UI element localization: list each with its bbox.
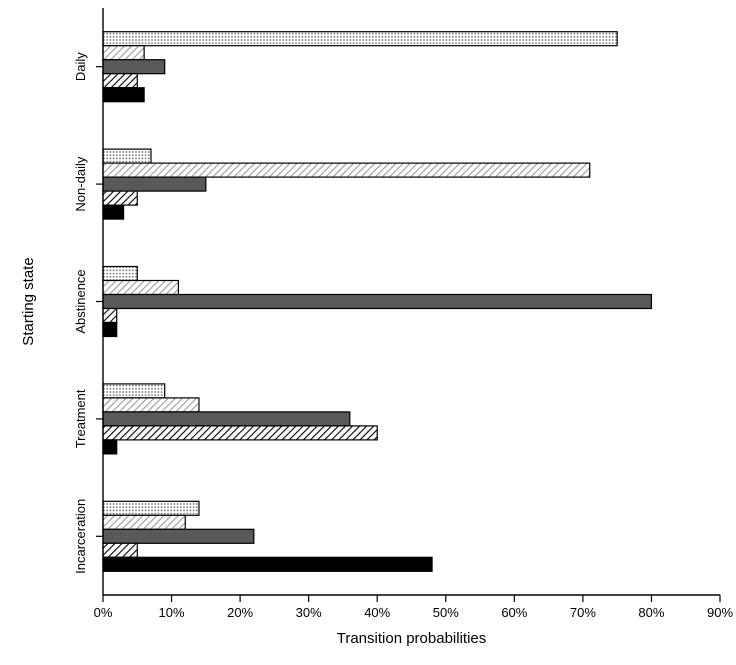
x-tick-label: 50% — [433, 605, 459, 620]
bar — [103, 543, 137, 557]
bar — [103, 163, 590, 177]
bar — [103, 205, 124, 219]
x-tick-label: 60% — [501, 605, 527, 620]
bar — [103, 295, 651, 309]
bar — [103, 309, 117, 323]
chart-container: 0% 10% 20% 30% 40% 50% 60% 70% 80% 90% Daily Non-da… — [0, 0, 736, 665]
y-tick-label: Daily — [73, 52, 88, 81]
x-tick-label: 80% — [638, 605, 664, 620]
bar — [103, 440, 117, 454]
bar — [103, 88, 144, 102]
bar — [103, 398, 199, 412]
bar — [103, 384, 165, 398]
x-tick-label: 0% — [94, 605, 113, 620]
bar — [103, 60, 165, 74]
bar — [103, 501, 199, 515]
y-tick-label: Treatment — [73, 389, 88, 448]
bar — [103, 191, 137, 205]
y-tick-label: Non-daily — [73, 156, 88, 211]
bar — [103, 426, 377, 440]
bar — [103, 177, 206, 191]
bar — [103, 515, 185, 529]
bar — [103, 529, 254, 543]
bar — [103, 323, 117, 337]
y-tick-label: Abstinence — [73, 269, 88, 333]
x-tick-label: 70% — [570, 605, 596, 620]
y-axis-title: Starting state — [20, 257, 37, 345]
x-tick-label: 40% — [364, 605, 390, 620]
bar — [103, 267, 137, 281]
x-tick-label: 30% — [296, 605, 322, 620]
y-tick-label: Incarceration — [73, 499, 88, 574]
bar — [103, 74, 137, 88]
x-tick-label: 90% — [707, 605, 733, 620]
x-tick-label: 10% — [159, 605, 185, 620]
bar — [103, 32, 617, 46]
x-tick-label: 20% — [227, 605, 253, 620]
bar — [103, 557, 432, 571]
transition-probabilities-chart: 0% 10% 20% 30% 40% 50% 60% 70% 80% 90% Daily Non-da… — [0, 0, 736, 665]
bar — [103, 281, 178, 295]
bar — [103, 46, 144, 60]
x-axis-title: Transition probabilities — [337, 630, 487, 647]
bar — [103, 412, 350, 426]
bar — [103, 149, 151, 163]
